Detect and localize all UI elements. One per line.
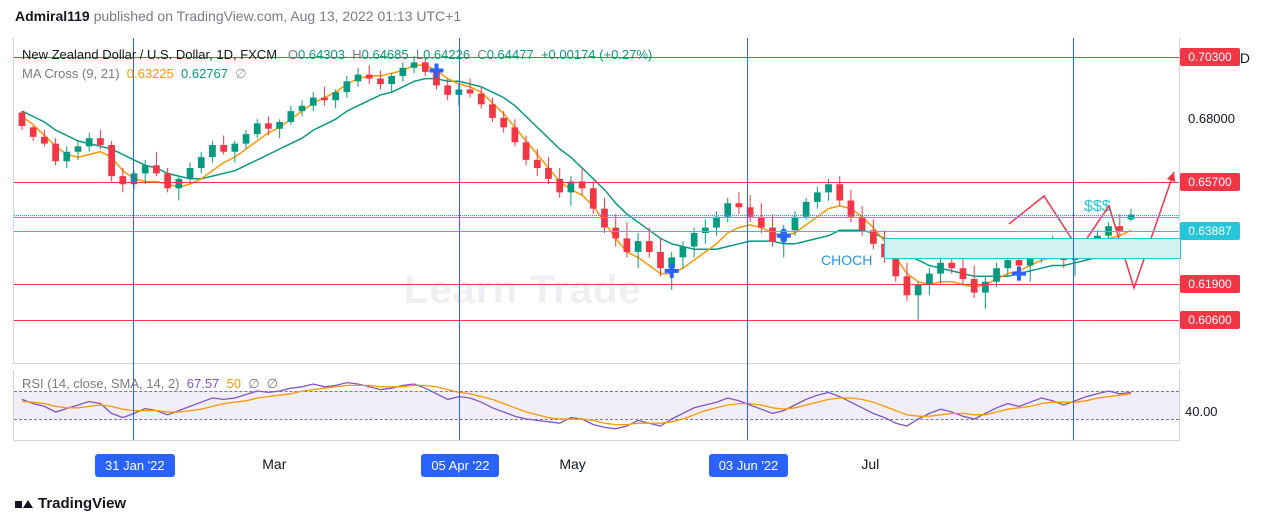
chart-svg — [14, 38, 1179, 363]
price-marker: 0.70300 — [1180, 48, 1240, 66]
price-axis[interactable]: 0.68000 — [1180, 38, 1270, 448]
author: Admiral119 — [15, 8, 90, 24]
publish-header: Admiral119 published on TradingView.com,… — [15, 8, 461, 24]
price-marker: 0.60600 — [1180, 311, 1240, 329]
symbol-title: New Zealand Dollar / U.S. Dollar, 1D, FX… — [22, 47, 277, 62]
ma-cross-legend: MA Cross (9, 21) 0.63225 0.62767 ∅ — [22, 66, 247, 82]
tradingview-logo: TradingView — [15, 495, 126, 512]
price-marker: 0.61900 — [1180, 275, 1240, 293]
date-tag: 03 Jun '22 — [709, 454, 789, 477]
price-marker: 0.65700 — [1180, 173, 1240, 191]
main-chart[interactable]: Learn Trade New Zealand Dollar / U.S. Do… — [13, 38, 1180, 364]
page: Admiral119 published on TradingView.com,… — [0, 0, 1280, 528]
price-marker: 0.63887 — [1180, 222, 1240, 240]
rsi-legend: RSI (14, close, SMA, 14, 2) 67.57 50 ∅ ∅ — [22, 376, 278, 392]
month-label: Jul — [861, 456, 879, 472]
month-label: Mar — [262, 456, 286, 472]
rsi-panel[interactable]: RSI (14, close, SMA, 14, 2) 67.57 50 ∅ ∅ — [13, 370, 1180, 441]
date-tag: 31 Jan '22 — [95, 454, 175, 477]
symbol-ohlc-legend: New Zealand Dollar / U.S. Dollar, 1D, FX… — [22, 47, 652, 62]
month-label: May — [559, 456, 585, 472]
header-rest: TradingView.com, Aug 13, 2022 01:13 UTC+… — [177, 8, 461, 24]
date-tag: 05 Apr '22 — [421, 454, 499, 477]
header-mid: published on — [90, 8, 177, 24]
